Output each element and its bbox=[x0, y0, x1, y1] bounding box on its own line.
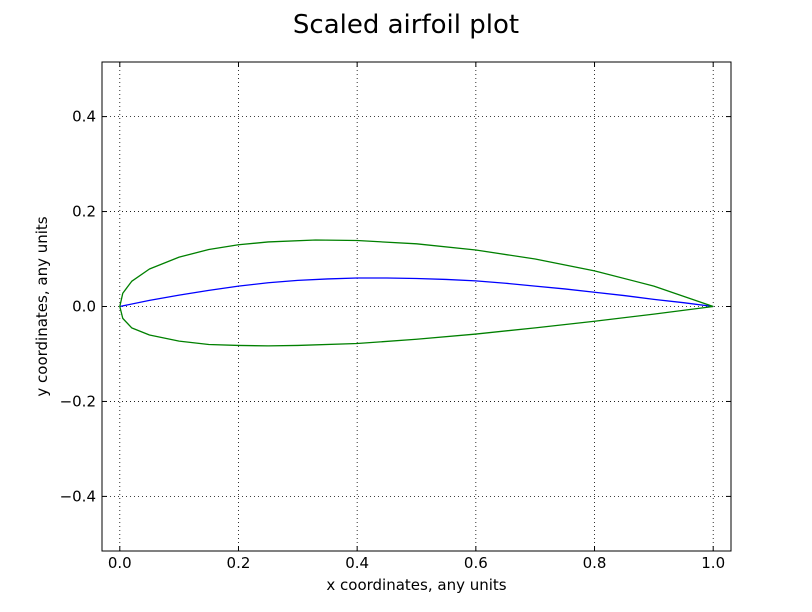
series-layer bbox=[119, 239, 714, 347]
x-tick-label: 1.0 bbox=[701, 554, 725, 572]
x-tick-labels: 0.0 0.2 0.4 0.6 0.8 1.0 bbox=[108, 554, 725, 572]
y-tick-label: 0.4 bbox=[72, 108, 96, 126]
y-tick-label: 0.2 bbox=[72, 203, 96, 221]
series-line-1 bbox=[119, 277, 714, 308]
x-tick-label: 0.6 bbox=[464, 554, 488, 572]
plot-frame bbox=[101, 61, 732, 552]
y-axis-label: y coordinates, any units bbox=[33, 216, 51, 396]
x-tick-label: 0.4 bbox=[345, 554, 369, 572]
x-tick-label: 0.2 bbox=[227, 554, 251, 572]
x-axis-label: x coordinates, any units bbox=[326, 576, 506, 594]
x-tick-label: 0.8 bbox=[583, 554, 607, 572]
chart-title: Scaled airfoil plot bbox=[293, 10, 519, 40]
series-line-2 bbox=[119, 239, 714, 347]
y-tick-label: −0.4 bbox=[60, 487, 96, 505]
tick-marks bbox=[102, 62, 731, 551]
x-tick-label: 0.0 bbox=[108, 554, 132, 572]
y-tick-label: 0.0 bbox=[72, 298, 96, 316]
y-tick-label: −0.2 bbox=[60, 392, 96, 410]
grid-lines bbox=[102, 62, 731, 551]
y-tick-labels: −0.4 −0.2 0.0 0.2 0.4 bbox=[60, 108, 96, 506]
